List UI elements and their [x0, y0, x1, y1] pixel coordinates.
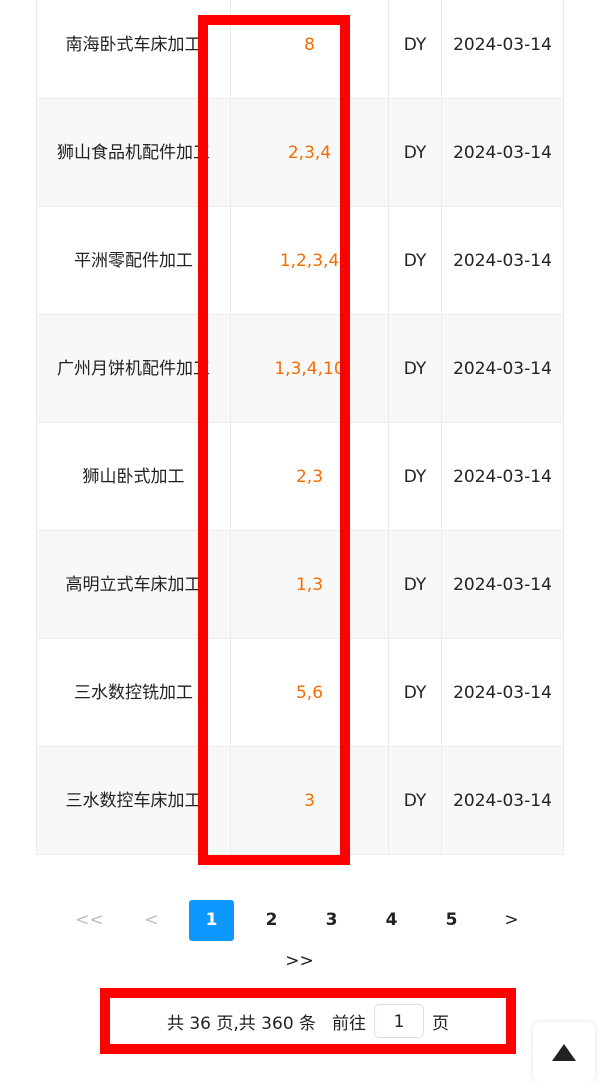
highlight-box-numbers-column	[198, 15, 350, 865]
table-row: 三水数控铣加工 5,6 DY 2024-03-14	[36, 638, 564, 747]
last-page-button[interactable]: >>	[285, 951, 314, 971]
cell-nums: 2,3	[230, 422, 389, 531]
cell-date: 2024-03-14	[441, 422, 564, 531]
cell-code: DY	[388, 0, 442, 99]
cell-nums: 1,3,4,10	[230, 314, 389, 423]
pagination-summary: 共 36 页,共 360 条	[166, 1013, 317, 1034]
cell-code: DY	[388, 746, 442, 855]
cell-date: 2024-03-14	[441, 638, 564, 747]
cell-code: DY	[388, 206, 442, 315]
prev-page-button[interactable]: <	[144, 910, 159, 930]
next-page-button[interactable]: >	[504, 910, 519, 930]
goto-page-input[interactable]: 1	[374, 1004, 425, 1038]
cell-nums: 1,3	[230, 530, 389, 639]
cell-date: 2024-03-14	[441, 314, 564, 423]
page-5-button[interactable]: 5	[445, 910, 458, 930]
table-row: 狮山卧式加工 2,3 DY 2024-03-14	[36, 422, 564, 531]
page-3-button[interactable]: 3	[325, 910, 338, 930]
cell-code: DY	[388, 314, 442, 423]
cell-nums: 3	[230, 746, 389, 855]
cell-date: 2024-03-14	[441, 206, 564, 315]
page-2-button[interactable]: 2	[265, 910, 278, 930]
first-page-button[interactable]: <<	[75, 910, 104, 930]
cell-nums: 2,3,4	[230, 98, 389, 207]
page-4-button[interactable]: 4	[385, 910, 398, 930]
pagination-footer: 共 36 页,共 360 条 前往 1 页	[100, 988, 516, 1054]
cell-date: 2024-03-14	[441, 746, 564, 855]
table-row: 三水数控车床加工 3 DY 2024-03-14	[36, 746, 564, 855]
cell-code: DY	[388, 530, 442, 639]
cell-date: 2024-03-14	[441, 0, 564, 99]
table-row: 南海卧式车床加工 8 DY 2024-03-14	[36, 0, 564, 99]
cell-code: DY	[388, 98, 442, 207]
page-unit-label: 页	[432, 1013, 450, 1034]
cell-code: DY	[388, 422, 442, 531]
back-to-top-button[interactable]	[533, 1022, 595, 1082]
cell-date: 2024-03-14	[441, 530, 564, 639]
page-1-button[interactable]: 1	[189, 900, 234, 941]
goto-label: 前往	[332, 1013, 367, 1034]
cell-code: DY	[388, 638, 442, 747]
table-row: 狮山食品机配件加工 2,3,4 DY 2024-03-14	[36, 98, 564, 207]
cell-date: 2024-03-14	[441, 98, 564, 207]
triangle-up-icon	[552, 1043, 576, 1061]
highlight-box-pagination	[100, 988, 516, 1054]
